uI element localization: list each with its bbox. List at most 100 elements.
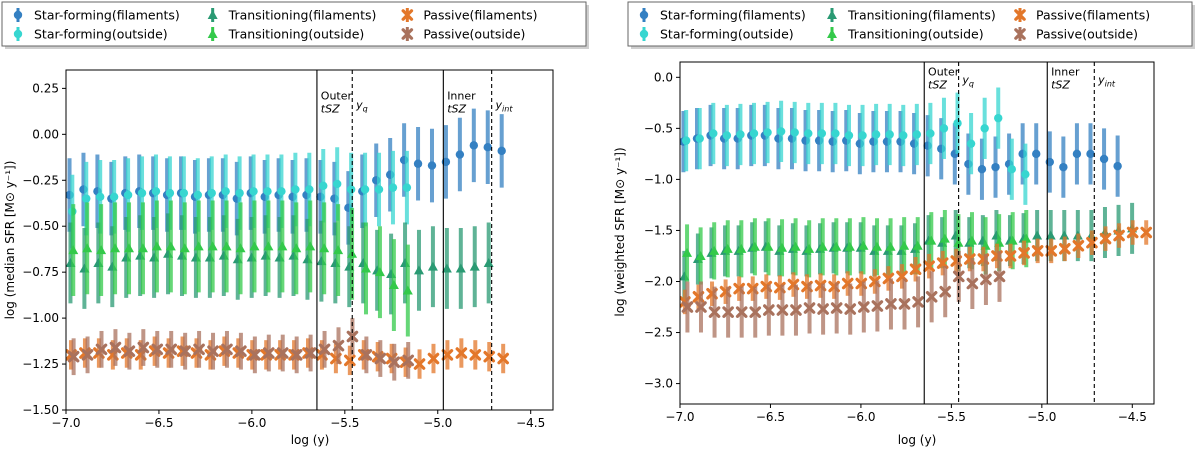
data-point xyxy=(1072,239,1085,252)
data-point xyxy=(1086,149,1095,159)
data-point xyxy=(777,242,788,252)
data-point xyxy=(165,188,175,198)
data-point xyxy=(1099,154,1109,164)
x-tick-label: −5.0 xyxy=(1027,410,1056,424)
data-point xyxy=(1031,245,1044,257)
y-tick-label: −1.00 xyxy=(22,311,59,325)
data-point xyxy=(82,243,93,253)
data-point xyxy=(1059,162,1068,172)
data-point xyxy=(235,345,247,357)
data-point xyxy=(722,306,734,318)
data-point xyxy=(483,142,492,152)
annotation-tsz: tSZ xyxy=(447,102,466,115)
x-tick-label: −7.0 xyxy=(665,410,694,424)
x-tick-label: −5.0 xyxy=(423,416,452,430)
data-point xyxy=(763,128,772,137)
data-point xyxy=(953,119,962,128)
data-point xyxy=(736,243,747,253)
data-point xyxy=(803,302,816,314)
data-point xyxy=(137,341,150,354)
data-point xyxy=(926,235,937,245)
data-point xyxy=(1004,250,1017,262)
y-axis-label: log (median SFR [M⊙ y⁻¹]) xyxy=(3,161,17,320)
median-y-ticks: −1.50 −1.25 −1.00 −0.75 −0.50 −0.25 0.00 0.25 xyxy=(22,81,66,417)
legend-label: Transitioning(filaments) xyxy=(847,8,996,23)
x-tick-label: −5.5 xyxy=(330,416,359,430)
legend-label: Transitioning(outside) xyxy=(228,27,365,42)
data-point xyxy=(749,306,762,318)
data-point xyxy=(207,188,216,198)
legend-entry-tr_out: Transitioning(outside) xyxy=(827,27,984,42)
data-point xyxy=(249,349,261,361)
legend-entry-sf_out: Star-forming(outside) xyxy=(13,27,168,42)
data-point xyxy=(441,349,454,361)
data-point xyxy=(361,263,372,273)
data-point xyxy=(221,241,232,251)
legend-label: Star-forming(filaments) xyxy=(34,8,180,23)
data-point xyxy=(871,300,884,312)
data-point xyxy=(980,273,992,286)
data-point xyxy=(67,350,80,363)
data-point xyxy=(469,141,479,150)
data-point xyxy=(109,192,119,202)
data-point xyxy=(709,129,718,138)
data-point xyxy=(1059,243,1071,255)
weighted-series-group xyxy=(680,87,1153,338)
data-point xyxy=(193,343,205,356)
data-point xyxy=(909,263,922,276)
x-axis-label: log (y) xyxy=(898,433,937,447)
series-sf_fil xyxy=(680,104,1122,200)
legend-marker xyxy=(13,29,23,39)
data-point xyxy=(455,150,465,159)
data-point xyxy=(872,241,883,251)
data-point xyxy=(249,187,258,196)
weighted-y-ticks: −3.0 −2.5 −2.0 −1.5 −1.0 −0.5 0.0 xyxy=(644,70,680,391)
data-point xyxy=(830,302,843,314)
data-point xyxy=(137,188,147,198)
data-point xyxy=(388,280,399,290)
data-point xyxy=(980,124,989,133)
data-point xyxy=(936,257,949,269)
data-point xyxy=(885,241,896,251)
annotation-yq: yq xyxy=(355,99,368,114)
x-tick-label: −6.5 xyxy=(756,410,785,424)
legend-marker xyxy=(207,29,218,38)
data-point xyxy=(790,241,801,251)
data-point xyxy=(749,241,760,251)
data-point xyxy=(1007,235,1018,245)
weighted-sfr-panel: −7.0 −6.5 −6.0 −5.5 −5.0 −4.5 −3.0 −2.5 −2.0 −1.… xyxy=(613,1,1195,447)
data-point xyxy=(497,146,506,156)
data-point xyxy=(695,301,707,313)
data-point xyxy=(923,260,935,272)
legend-marker xyxy=(401,28,414,40)
data-point xyxy=(207,345,219,357)
data-point xyxy=(290,349,303,361)
median-legend: Star-forming(filaments) Star-forming(outs… xyxy=(1,1,589,49)
data-point xyxy=(374,267,385,277)
data-point xyxy=(977,164,987,174)
data-point xyxy=(455,347,468,359)
legend-label: Transitioning(filaments) xyxy=(228,8,377,23)
data-point xyxy=(402,285,413,295)
data-point xyxy=(109,341,122,354)
legend-entry-tr_fil: Transitioning(filaments) xyxy=(207,8,377,23)
data-point xyxy=(885,130,894,139)
legend-box xyxy=(627,1,1193,47)
data-point xyxy=(966,277,979,290)
data-point xyxy=(124,243,135,253)
legend-label: Passive(outside) xyxy=(1036,27,1138,42)
x-tick-label: −4.5 xyxy=(516,416,545,430)
data-point xyxy=(110,243,121,253)
x-tick-label: −6.0 xyxy=(846,410,875,424)
data-point xyxy=(235,188,244,198)
data-point xyxy=(318,343,331,356)
y-tick-label: −0.5 xyxy=(644,121,673,135)
data-point xyxy=(277,241,288,251)
annotation-yq: yq xyxy=(961,73,974,88)
data-point xyxy=(193,190,202,200)
data-point xyxy=(1045,245,1058,257)
data-point xyxy=(374,185,384,194)
data-point xyxy=(402,354,415,367)
legend-label: Passive(outside) xyxy=(423,27,525,42)
data-point xyxy=(926,129,935,138)
